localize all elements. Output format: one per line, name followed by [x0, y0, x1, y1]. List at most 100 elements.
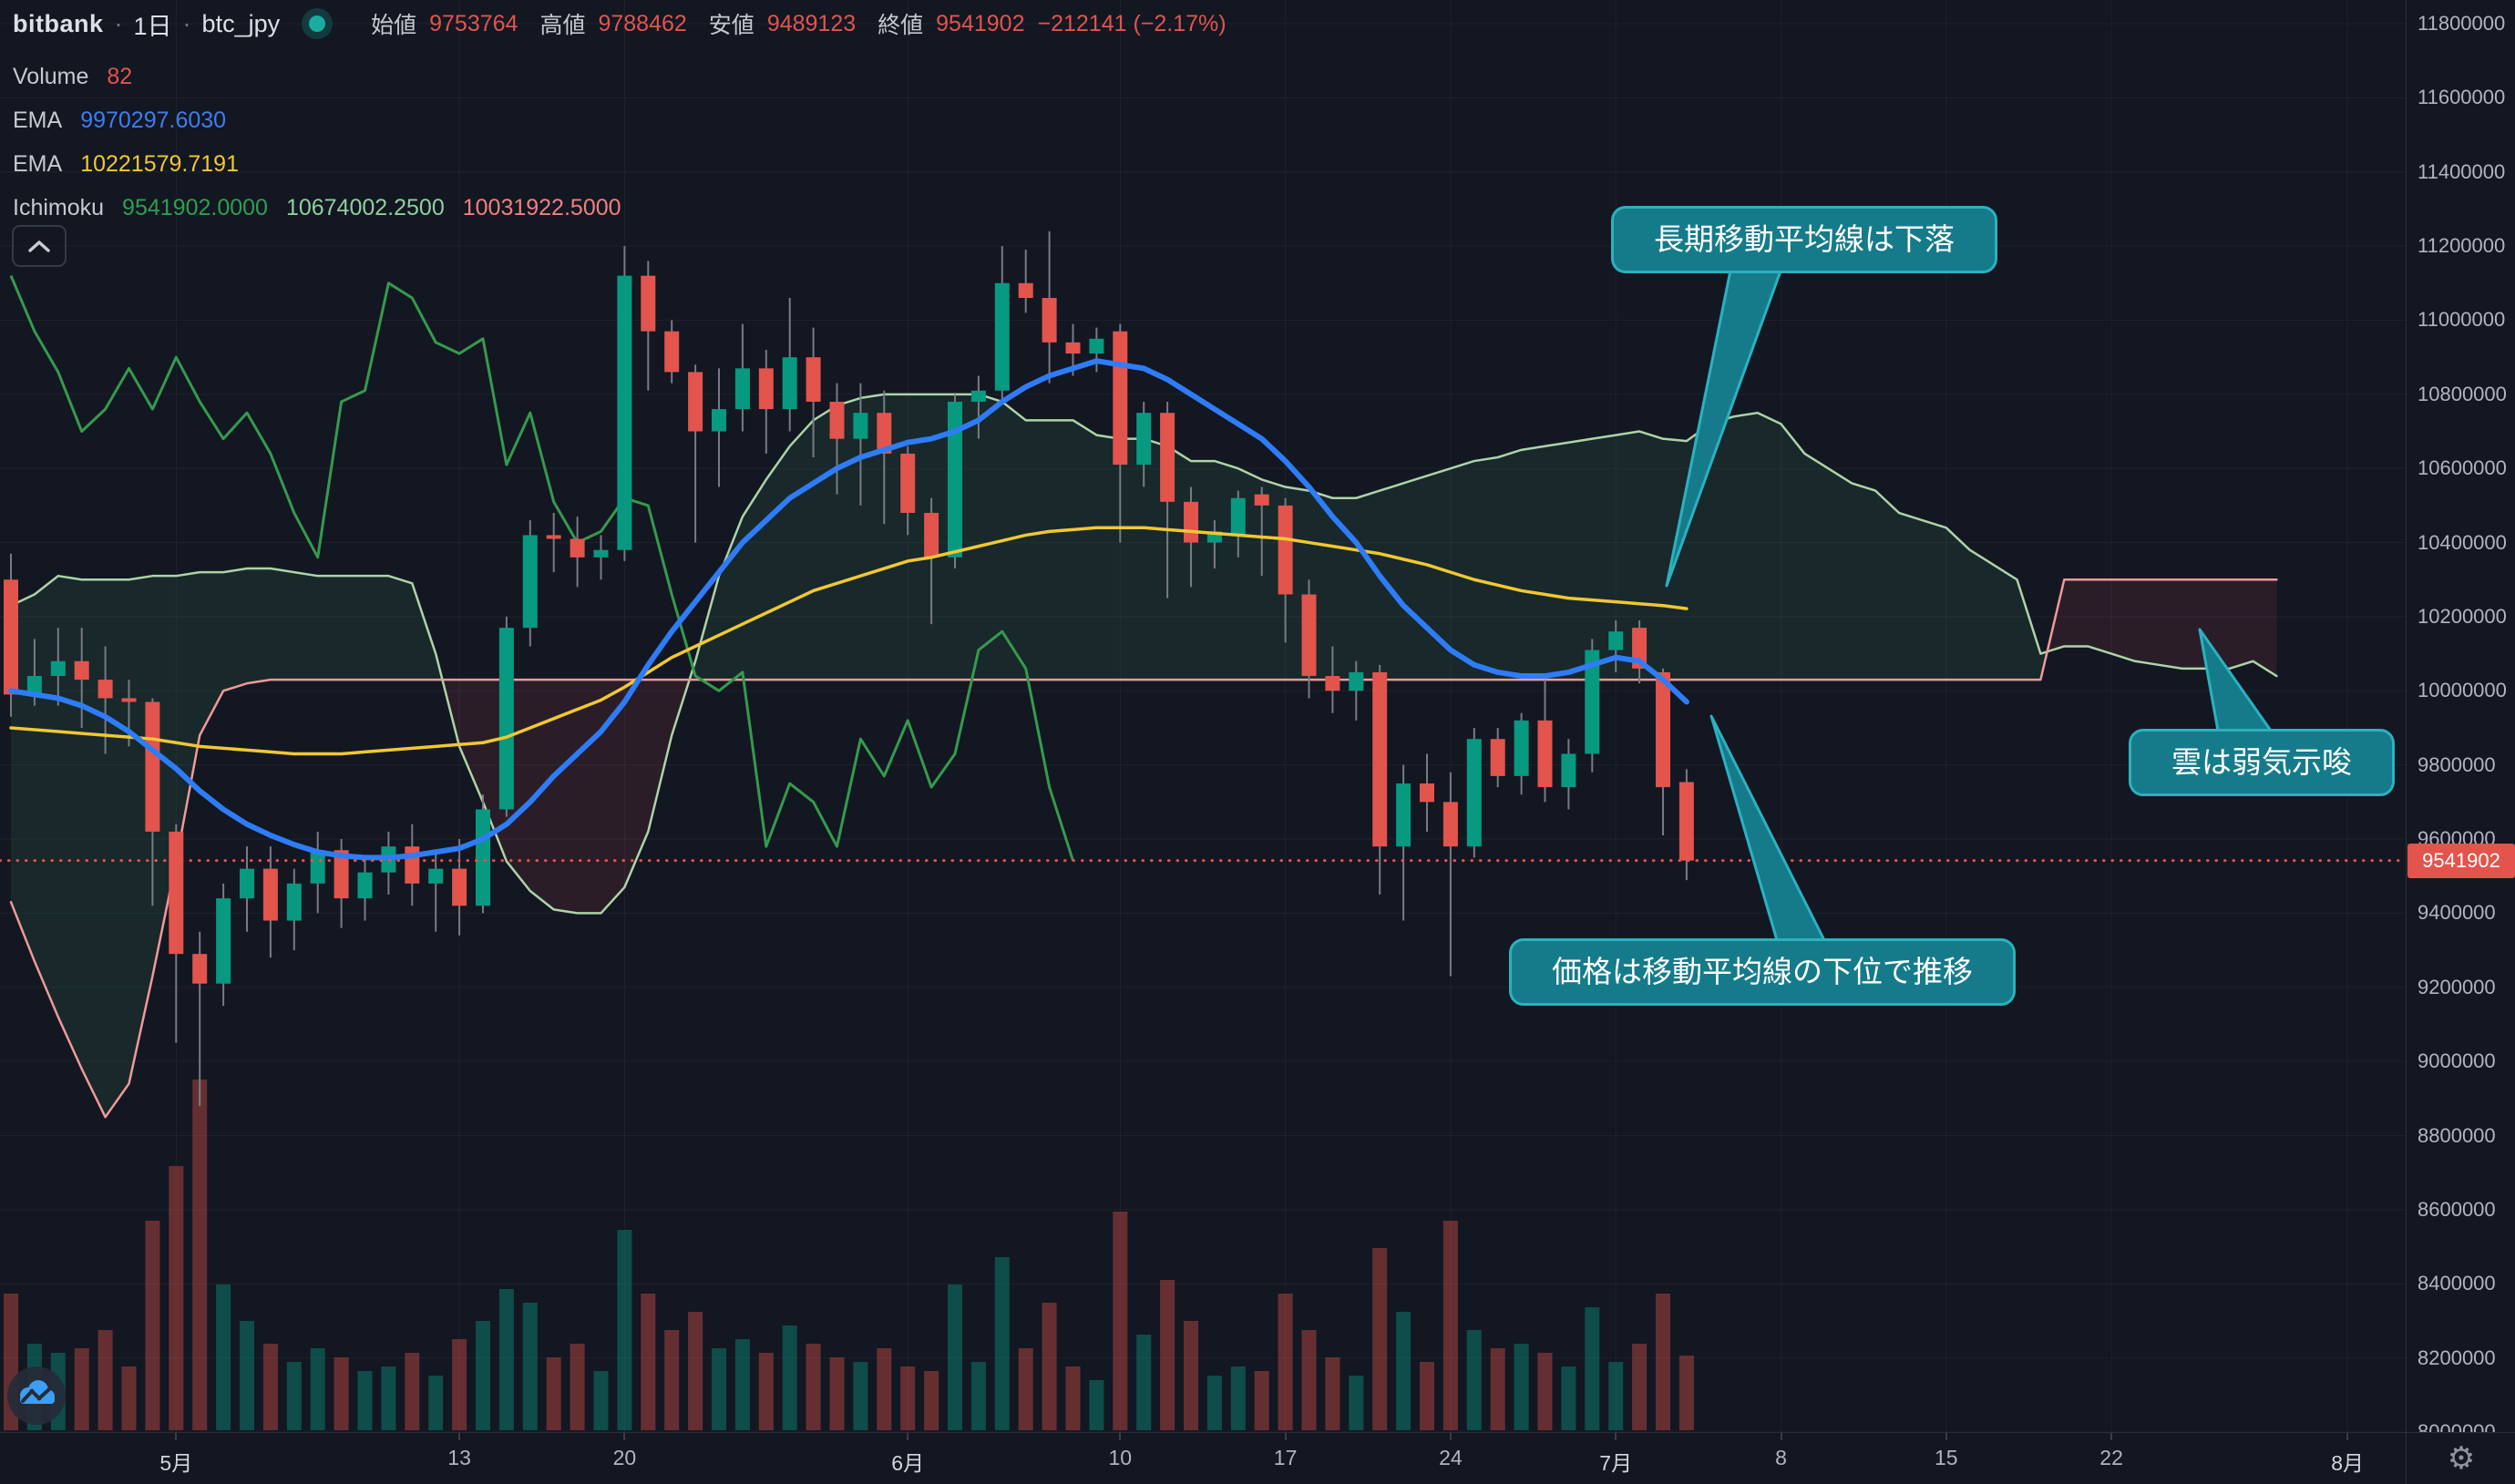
time-axis-tick [2346, 1433, 2349, 1440]
volume-legend[interactable]: Volume 82 [13, 55, 1227, 98]
volume-bar [1514, 1344, 1529, 1430]
volume-bar [829, 1357, 845, 1430]
time-axis-label: 15 [1935, 1446, 1958, 1469]
volume-bar [1442, 1221, 1458, 1430]
volume-bar [877, 1348, 892, 1430]
candle [405, 824, 420, 906]
candle [877, 390, 892, 525]
time-axis[interactable]: 5月 13 20 6月 10 17 24 7月 8 15 22 8月 [0, 1432, 2406, 1484]
volume-bar [498, 1289, 514, 1430]
time-axis-label: 6月 [891, 1451, 925, 1475]
ema-fast-legend[interactable]: EMA 9970297.6030 [13, 98, 1227, 142]
candle [74, 628, 89, 728]
time-axis-tick [458, 1433, 461, 1440]
last-price-tag: 9541902 [2407, 843, 2515, 878]
candle [1160, 401, 1175, 599]
volume-bar [546, 1357, 561, 1430]
low-label: 安値 [708, 13, 754, 38]
candle [262, 846, 278, 958]
candle [1608, 620, 1624, 672]
symbol-header[interactable]: bitbank · 1日 · btc_jpy 始値 9753764 高値 978… [13, 5, 1227, 42]
candle [758, 350, 774, 454]
volume-bar [1278, 1294, 1293, 1430]
price-axis-label: 9000000 [2417, 1049, 2496, 1073]
exchange-name[interactable]: bitbank [13, 9, 104, 37]
volume-bar [734, 1339, 750, 1430]
chart-canvas[interactable] [0, 0, 2406, 1432]
candle [1372, 664, 1388, 896]
annotation-cloud-bearish[interactable]: 雲は弱気示唆 [2129, 729, 2395, 796]
price-axis[interactable]: 9541902 11800000 11600000 11400000 11200000… [2406, 0, 2515, 1443]
volume-bar [712, 1348, 726, 1430]
candle [1561, 739, 1576, 810]
volume-bar [262, 1344, 278, 1430]
ema-slow-line [9, 526, 1689, 756]
price-axis-label: 10200000 [2417, 604, 2507, 628]
axis-corner: ⚙ [2406, 1432, 2515, 1484]
candle [1420, 753, 1434, 832]
volume-bar [286, 1362, 302, 1430]
price-axis-label: 11600000 [2417, 86, 2506, 109]
volume-bar [1656, 1294, 1670, 1430]
open-value: 9753764 [429, 10, 518, 36]
market-status-icon [302, 8, 334, 39]
ema-slow-legend[interactable]: EMA 10221579.7191 [13, 142, 1227, 186]
volume-bar [593, 1371, 609, 1430]
chikou-line [9, 275, 1074, 862]
tradingview-logo[interactable] [6, 1366, 67, 1426]
gear-icon[interactable]: ⚙ [2447, 1440, 2476, 1477]
volume-bar [1608, 1362, 1624, 1430]
candle [1254, 486, 1269, 577]
candle [994, 246, 1010, 402]
chevron-up-icon [28, 241, 50, 252]
volume-bar [1184, 1321, 1198, 1430]
candle [1466, 727, 1482, 858]
volume-bar [121, 1366, 137, 1430]
candle [782, 298, 797, 432]
candle [1656, 668, 1670, 835]
volume-value: 82 [107, 63, 133, 89]
candle [641, 261, 656, 391]
volume-bar [1325, 1357, 1340, 1430]
annotation-price-below-ma[interactable]: 価格は移動平均線の下位で推移 [1509, 938, 2016, 1006]
volume-bar [169, 1166, 184, 1430]
volume-bar [570, 1344, 585, 1430]
candle [853, 383, 868, 506]
ichimoku-legend[interactable]: Ichimoku 9541902.0000 10674002.2500 1003… [13, 186, 1227, 230]
volume-bar [192, 1080, 208, 1430]
ichimoku-label: Ichimoku [13, 194, 105, 220]
ichimoku-value-chikou: 9541902.0000 [122, 194, 268, 220]
cloud-chart-icon [7, 1366, 66, 1425]
candle [121, 680, 137, 747]
candle [1018, 250, 1033, 313]
candle [1490, 727, 1505, 788]
ema-fast-line [8, 358, 1689, 861]
volume-bar [428, 1376, 444, 1430]
volume-bar [1113, 1212, 1128, 1430]
price-axis-label: 8400000 [2417, 1272, 2496, 1295]
interval-label[interactable]: 1日 [133, 12, 172, 40]
candle [1230, 490, 1246, 558]
annotation-ma-falling[interactable]: 長期移動平均線は下落 [1611, 206, 1997, 273]
volume-bar [1396, 1312, 1411, 1430]
candle [50, 628, 66, 706]
candle [522, 520, 538, 647]
time-axis-label: 10 [1108, 1446, 1133, 1469]
ichimoku-value-senkou-a: 10674002.2500 [285, 194, 445, 220]
volume-bars [4, 1080, 1694, 1430]
candle [1585, 639, 1600, 773]
volume-bar [782, 1325, 797, 1430]
volume-bar [310, 1348, 325, 1430]
candle [1325, 646, 1340, 713]
collapse-indicators-button[interactable] [12, 225, 67, 267]
volume-bar [1254, 1371, 1269, 1430]
candle [381, 831, 396, 896]
time-axis-tick [1119, 1433, 1122, 1440]
volume-bar [970, 1362, 986, 1430]
volume-bar [1349, 1376, 1364, 1430]
price-axis-label: 8600000 [2417, 1197, 2496, 1221]
price-axis-label: 11000000 [2417, 308, 2506, 332]
pair-name[interactable]: btc_jpy [201, 9, 281, 37]
volume-bar [924, 1371, 939, 1430]
volume-bar [806, 1344, 821, 1430]
